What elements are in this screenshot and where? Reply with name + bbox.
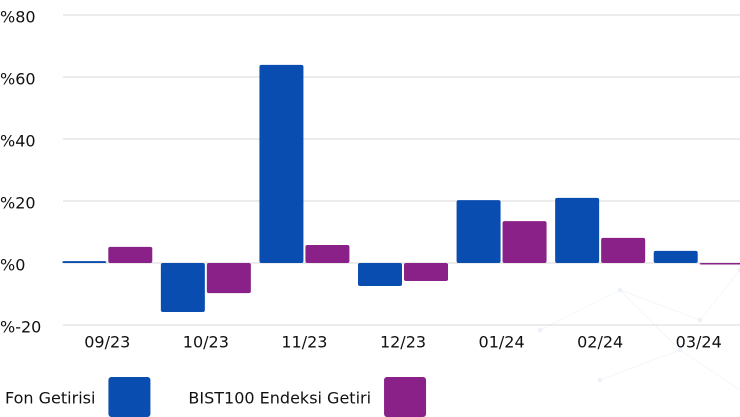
y-tick-label: %40	[0, 132, 36, 151]
legend-label: BIST100 Endeksi Getiri	[188, 389, 371, 408]
x-tick-label: 11/23	[281, 333, 327, 352]
bar	[62, 261, 107, 263]
bar	[108, 246, 153, 263]
bar	[358, 263, 402, 286]
bar	[404, 263, 448, 281]
bar	[206, 263, 251, 294]
bar	[259, 64, 304, 263]
bar	[601, 237, 646, 263]
x-tick-label: 03/24	[676, 333, 722, 352]
legend-swatch	[384, 377, 427, 417]
bar	[653, 250, 698, 263]
y-tick-label: %60	[0, 70, 36, 89]
x-tick-label: 01/24	[479, 333, 525, 352]
bar	[456, 200, 501, 263]
bar	[555, 197, 600, 263]
legend-swatch	[108, 377, 151, 417]
bar	[502, 221, 547, 263]
x-tick-label: 09/23	[84, 333, 130, 352]
bar	[699, 263, 740, 265]
bar	[160, 263, 205, 312]
legend-label: Fon Getirisi	[5, 389, 95, 408]
x-tick-label: 12/23	[380, 333, 426, 352]
y-tick-label: %0	[0, 256, 25, 275]
y-tick-label: %-20	[0, 318, 41, 337]
y-tick-label: %80	[0, 8, 36, 27]
x-tick-label: 02/24	[577, 333, 623, 352]
bar	[305, 245, 350, 263]
y-tick-label: %20	[0, 194, 36, 213]
background-pattern	[537, 267, 740, 391]
x-tick-label: 10/23	[183, 333, 229, 352]
